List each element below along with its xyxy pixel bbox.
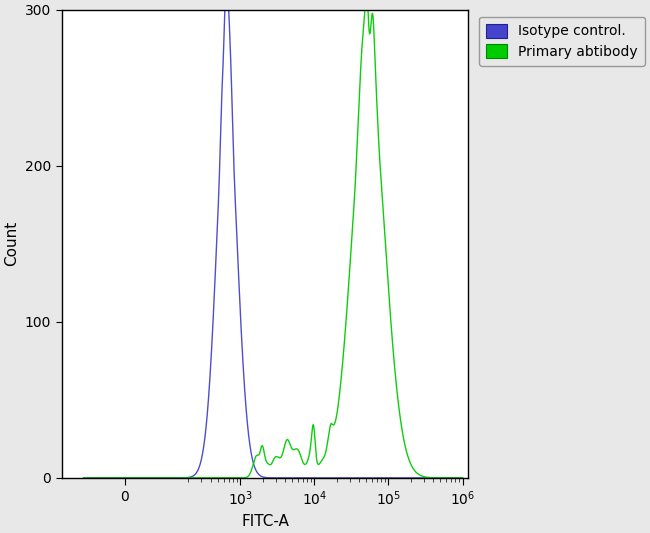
Y-axis label: Count: Count — [4, 221, 19, 266]
Legend: Isotype control., Primary abtibody: Isotype control., Primary abtibody — [480, 17, 645, 66]
X-axis label: FITC-A: FITC-A — [241, 514, 289, 529]
